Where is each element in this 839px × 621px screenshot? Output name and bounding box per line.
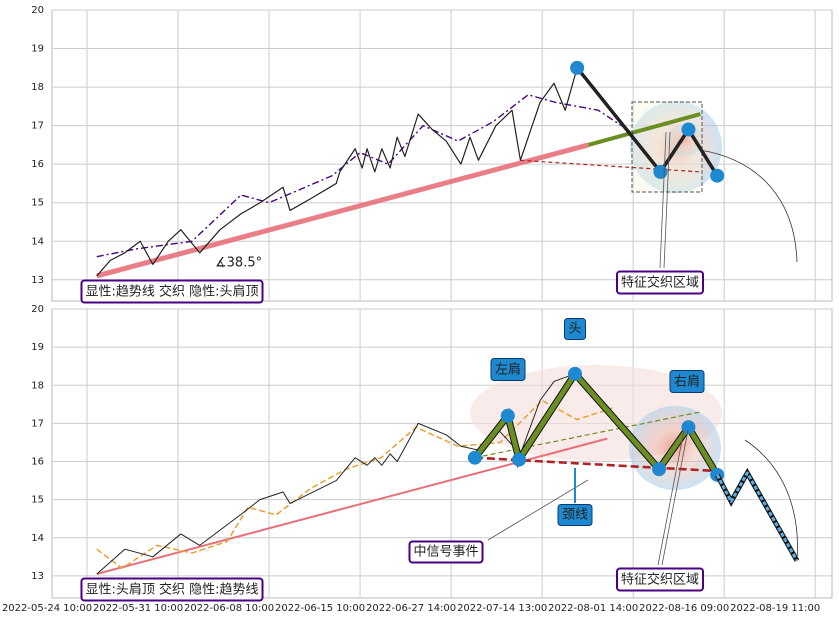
series-line [575, 66, 719, 177]
pointer [487, 479, 589, 541]
series-line [474, 411, 701, 459]
annotation-box [563, 318, 587, 340]
y-tick-label: 15 [31, 198, 44, 209]
pattern-point [652, 462, 667, 477]
y-tick-label: 19 [31, 44, 44, 55]
y-tick-label: 17 [31, 121, 44, 132]
annotation: ∡38.5° [215, 256, 262, 271]
y-tick-label: 17 [31, 418, 44, 429]
x-tick-label: 2022-06-27 14:00 [366, 603, 456, 614]
annotation-box [80, 577, 264, 602]
pattern-point [681, 420, 696, 435]
y-tick-label: 19 [31, 342, 44, 353]
annotation: 特征交织区域 [621, 572, 699, 588]
x-tick-label: 2022-08-01 14:00 [548, 603, 638, 614]
x-tick-label: 2022-06-15 10:00 [275, 603, 365, 614]
annotation: 显性:趋势线 交织 隐性:头肩顶 [85, 284, 258, 300]
annotation-box [490, 358, 526, 381]
y-tick-label: 18 [31, 380, 44, 391]
y-tick-label: 18 [31, 82, 44, 93]
x-tick-label: 2022-07-14 13:00 [457, 603, 547, 614]
series-line [715, 471, 799, 562]
pointer [659, 131, 671, 269]
annotation-box [669, 370, 705, 393]
series-line [587, 112, 701, 147]
pattern-point [681, 122, 696, 137]
y-tick-label: 15 [31, 495, 44, 506]
annotation-box [408, 540, 484, 564]
annotation: 中信号事件 [413, 545, 478, 560]
x-tick-label: 2022-06-08 10:00 [184, 603, 274, 614]
series-line [520, 159, 701, 173]
pattern-point [512, 452, 527, 467]
annotation: 头 [568, 322, 581, 337]
series-line [96, 94, 634, 258]
x-tick-label: 2022-08-16 09:00 [639, 603, 729, 614]
pattern-point [568, 366, 583, 381]
y-tick-label: 13 [31, 275, 44, 286]
annotation: 特征交织区域 [621, 275, 699, 291]
arrow [699, 149, 798, 263]
annotation: 颈线 [562, 508, 588, 523]
annotation: 右肩 [674, 374, 700, 390]
annotation: 左肩 [495, 362, 521, 378]
series-line [96, 142, 589, 279]
pattern-point [653, 164, 668, 179]
y-tick-label: 14 [31, 236, 44, 247]
y-tick-label: 20 [31, 304, 44, 315]
pattern-point [467, 450, 482, 465]
annotation: 显性:头肩顶 交织 隐性:趋势线 [85, 582, 258, 598]
annotation-box [557, 504, 593, 526]
x-tick-label: 2022-08-19 11:00 [730, 603, 820, 614]
annotation-box [615, 270, 705, 295]
y-tick-label: 20 [31, 5, 44, 16]
x-tick-label: 2022-05-24 10:00 [2, 603, 92, 614]
y-tick-label: 16 [31, 457, 44, 468]
x-tick-label: 2022-05-31 10:00 [93, 603, 183, 614]
pattern-point [710, 168, 725, 183]
y-tick-label: 13 [31, 571, 44, 582]
y-tick-label: 14 [31, 533, 44, 544]
pattern-point [500, 408, 515, 423]
pointer [657, 429, 689, 566]
series-line [96, 67, 578, 277]
pattern-point [570, 60, 585, 75]
series-line [96, 399, 613, 570]
annotation-box [80, 279, 264, 304]
y-tick-label: 16 [31, 159, 44, 170]
arrow [744, 439, 798, 561]
annotation-box [615, 567, 705, 592]
